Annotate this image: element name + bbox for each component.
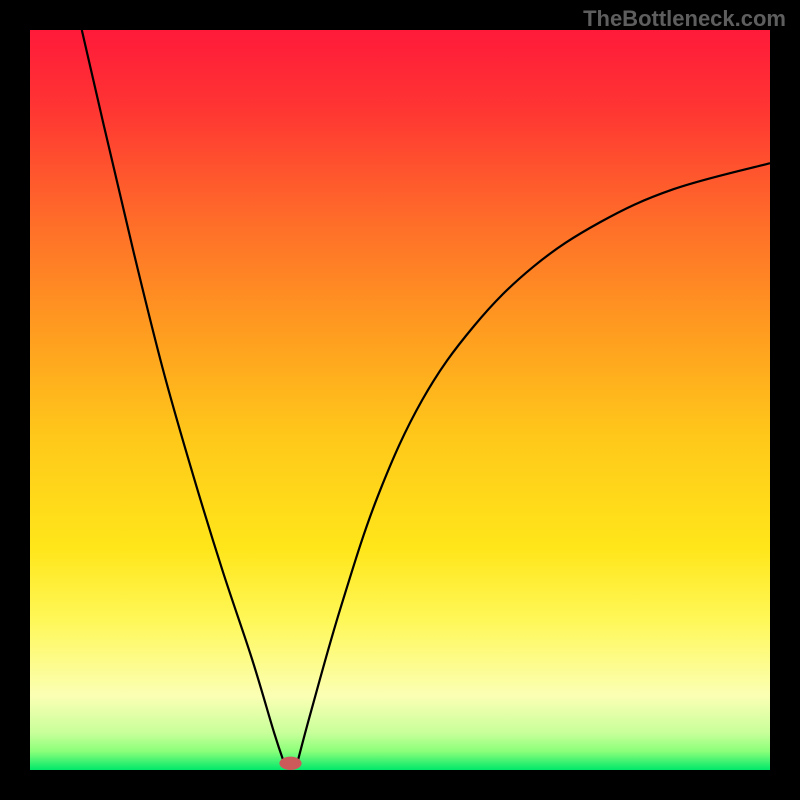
plot-background	[30, 30, 770, 770]
bottleneck-chart: TheBottleneck.com	[0, 0, 800, 800]
chart-svg	[0, 0, 800, 800]
optimal-point-marker	[279, 757, 301, 770]
watermark-text: TheBottleneck.com	[583, 6, 786, 32]
